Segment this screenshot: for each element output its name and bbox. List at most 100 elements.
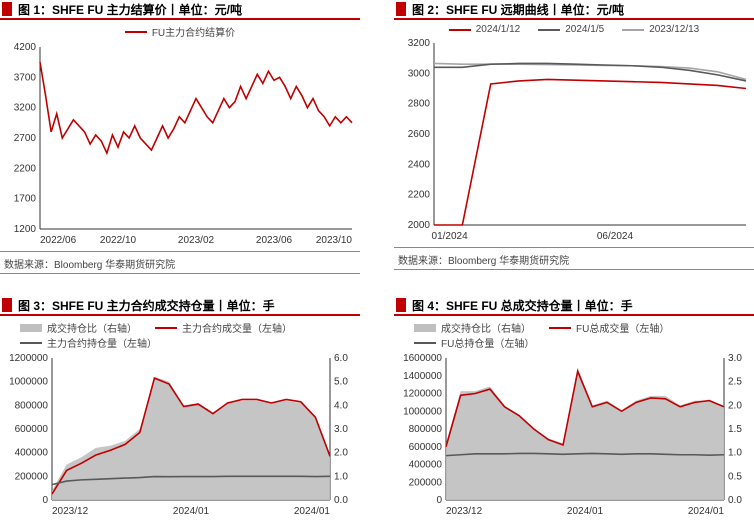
svg-text:1200000: 1200000 xyxy=(9,353,48,364)
source-text: 数据来源：Bloomberg 华泰期货研究院 xyxy=(0,252,360,273)
fig1-chart: 12001700220027003200370042002022/062022/… xyxy=(0,41,360,251)
svg-text:4.0: 4.0 xyxy=(334,400,348,411)
legend-label: FU总成交量（左轴） xyxy=(576,320,669,335)
legend-swatch xyxy=(549,327,571,329)
title-marker xyxy=(2,2,12,16)
svg-text:3200: 3200 xyxy=(408,38,431,49)
svg-text:600000: 600000 xyxy=(15,424,49,435)
svg-text:0.5: 0.5 xyxy=(728,471,742,482)
chart-title: 图 3：SHFE FU 主力合约成交持仓量丨单位：手 xyxy=(18,297,275,314)
row-2: 图 3：SHFE FU 主力合约成交持仓量丨单位：手成交持仓比（右轴） 主力合约成… xyxy=(0,296,754,522)
svg-text:1.0: 1.0 xyxy=(728,448,742,459)
svg-text:1000000: 1000000 xyxy=(403,406,442,417)
divider-thin xyxy=(394,269,754,270)
svg-text:3000: 3000 xyxy=(408,68,431,79)
chart-title-bar: 图 4：SHFE FU 总成交持仓量丨单位：手 xyxy=(394,296,754,314)
svg-text:0: 0 xyxy=(436,495,442,506)
legend-item: 2023/12/13 xyxy=(622,24,699,35)
svg-text:2023/06: 2023/06 xyxy=(256,235,293,246)
source-text: 数据来源：Bloomberg 华泰期货研究院 xyxy=(394,248,754,269)
legend-item: 成交持仓比（右轴） xyxy=(414,320,531,335)
legend-label: 主力合约成交量（左轴） xyxy=(182,320,292,335)
svg-text:1700: 1700 xyxy=(14,194,37,205)
legend-label: FU主力合约结算价 xyxy=(152,24,235,39)
svg-text:2.5: 2.5 xyxy=(728,377,742,388)
svg-text:1400000: 1400000 xyxy=(403,371,442,382)
panel-fig1: 图 1：SHFE FU 主力结算价丨单位：元/吨FU主力合约结算价1200170… xyxy=(0,0,360,274)
svg-text:6.0: 6.0 xyxy=(334,353,348,364)
svg-text:1600000: 1600000 xyxy=(403,353,442,364)
legend-swatch xyxy=(414,342,436,344)
svg-text:800000: 800000 xyxy=(15,400,49,411)
svg-text:2.0: 2.0 xyxy=(728,400,742,411)
legend-label: 2024/1/12 xyxy=(476,24,521,35)
legend-item: FU总持仓量（左轴） xyxy=(414,335,534,350)
svg-text:2023/02: 2023/02 xyxy=(178,235,215,246)
svg-text:600000: 600000 xyxy=(409,442,443,453)
row-1: 图 1：SHFE FU 主力结算价丨单位：元/吨FU主力合约结算价1200170… xyxy=(0,0,754,274)
legend-item: 成交持仓比（右轴） xyxy=(20,320,137,335)
fig3-chart: 0200000400000600000800000100000012000000… xyxy=(0,352,360,522)
svg-text:5.0: 5.0 xyxy=(334,377,348,388)
fig4-chart: 0200000400000600000800000100000012000001… xyxy=(394,352,754,522)
legend-label: 成交持仓比（右轴） xyxy=(441,320,531,335)
svg-text:0: 0 xyxy=(42,495,48,506)
chart-title: 图 4：SHFE FU 总成交持仓量丨单位：手 xyxy=(412,297,633,314)
svg-text:2024/01: 2024/01 xyxy=(173,506,210,517)
svg-text:4200: 4200 xyxy=(14,42,37,53)
svg-text:2200: 2200 xyxy=(408,190,431,201)
svg-text:200000: 200000 xyxy=(409,477,443,488)
legend-label: 2024/1/5 xyxy=(565,24,604,35)
chart-title: 图 2：SHFE FU 远期曲线丨单位：元/吨 xyxy=(412,1,624,18)
svg-text:2023/12: 2023/12 xyxy=(446,506,483,517)
chart-legend: 成交持仓比（右轴） 主力合约成交量（左轴） 主力合约持仓量（左轴） xyxy=(0,316,360,352)
chart-title-bar: 图 2：SHFE FU 远期曲线丨单位：元/吨 xyxy=(394,0,754,18)
svg-text:3200: 3200 xyxy=(14,103,37,114)
legend-swatch xyxy=(20,342,42,344)
svg-text:2022/10: 2022/10 xyxy=(100,235,137,246)
svg-text:3700: 3700 xyxy=(14,72,37,83)
svg-text:2700: 2700 xyxy=(14,133,37,144)
title-marker xyxy=(396,2,406,16)
svg-text:3.0: 3.0 xyxy=(334,424,348,435)
svg-text:1.0: 1.0 xyxy=(334,471,348,482)
svg-text:1200000: 1200000 xyxy=(403,389,442,400)
panel-fig2: 图 2：SHFE FU 远期曲线丨单位：元/吨 2024/1/12 2024/1/5… xyxy=(394,0,754,274)
legend-swatch xyxy=(538,29,560,31)
svg-text:2024/01: 2024/01 xyxy=(688,506,725,517)
legend-label: 成交持仓比（右轴） xyxy=(47,320,137,335)
legend-label: 2023/12/13 xyxy=(649,24,699,35)
legend-label: FU总持仓量（左轴） xyxy=(441,335,534,350)
legend-swatch xyxy=(622,29,644,31)
legend-label: 主力合约持仓量（左轴） xyxy=(47,335,157,350)
legend-item: FU主力合约结算价 xyxy=(125,24,235,39)
legend-item: 2024/1/5 xyxy=(538,24,604,35)
chart-title-bar: 图 3：SHFE FU 主力合约成交持仓量丨单位：手 xyxy=(0,296,360,314)
title-marker xyxy=(2,298,12,312)
chart-title-bar: 图 1：SHFE FU 主力结算价丨单位：元/吨 xyxy=(0,0,360,18)
svg-text:2600: 2600 xyxy=(408,129,431,140)
legend-item: 2024/1/12 xyxy=(449,24,521,35)
panel-fig4: 图 4：SHFE FU 总成交持仓量丨单位：手成交持仓比（右轴） FU总成交量（左… xyxy=(394,296,754,522)
chart-legend: 成交持仓比（右轴） FU总成交量（左轴） FU总持仓量（左轴） xyxy=(394,316,754,352)
svg-text:2024/01: 2024/01 xyxy=(567,506,604,517)
svg-text:1000000: 1000000 xyxy=(9,377,48,388)
legend-item: FU总成交量（左轴） xyxy=(549,320,669,335)
legend-item: 主力合约成交量（左轴） xyxy=(155,320,292,335)
svg-text:2024/01: 2024/01 xyxy=(294,506,331,517)
svg-text:01/2024: 01/2024 xyxy=(432,231,469,242)
svg-text:06/2024: 06/2024 xyxy=(597,231,634,242)
svg-text:2800: 2800 xyxy=(408,99,431,110)
legend-swatch xyxy=(449,29,471,31)
spacer xyxy=(0,274,754,296)
legend-swatch xyxy=(20,324,42,332)
svg-text:400000: 400000 xyxy=(409,460,443,471)
divider-thin xyxy=(0,273,360,274)
svg-text:0.0: 0.0 xyxy=(728,495,742,506)
svg-text:400000: 400000 xyxy=(15,448,49,459)
chart-legend: FU主力合约结算价 xyxy=(0,20,360,41)
panel-fig3: 图 3：SHFE FU 主力合约成交持仓量丨单位：手成交持仓比（右轴） 主力合约成… xyxy=(0,296,360,522)
svg-text:2022/06: 2022/06 xyxy=(40,235,77,246)
svg-text:0.0: 0.0 xyxy=(334,495,348,506)
svg-text:2400: 2400 xyxy=(408,159,431,170)
